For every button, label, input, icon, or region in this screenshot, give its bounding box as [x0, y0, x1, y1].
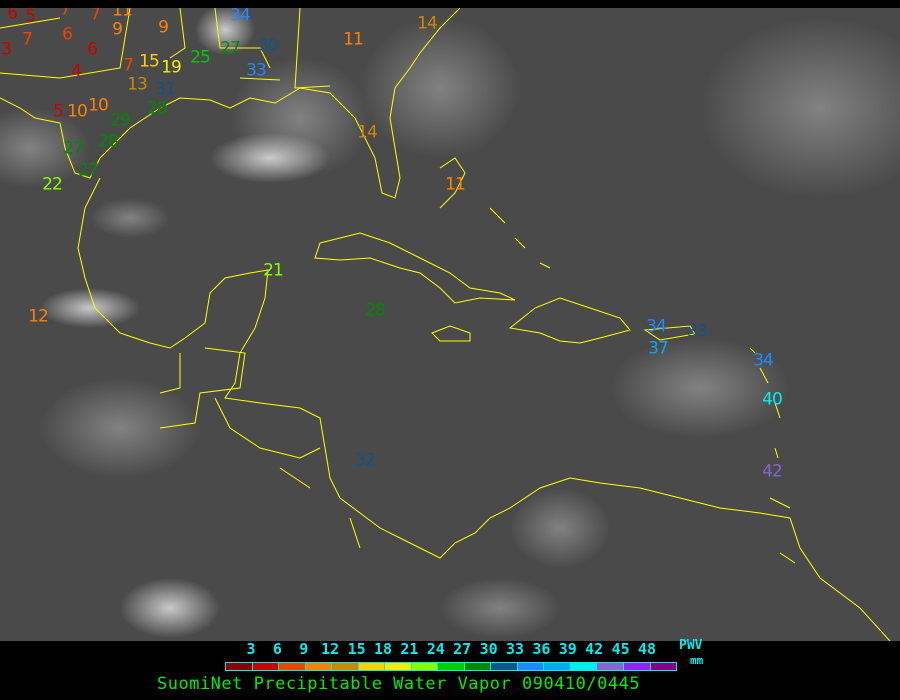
pwv-station-value: 14 [417, 13, 438, 34]
pwv-station-value: 9 [112, 19, 123, 40]
legend-color-bar [225, 662, 677, 671]
pwv-station-value: 4 [71, 61, 82, 82]
pwv-station-value: 28 [365, 300, 386, 321]
pwv-station-value: 7 [60, 8, 71, 20]
pwv-station-value: 28 [98, 131, 119, 152]
legend-unit-mm: mm [690, 654, 704, 667]
pwv-station-value: 31 [155, 79, 176, 100]
pwv-station-value: 5 [53, 101, 64, 122]
legend-tick-label: 45 [611, 640, 630, 658]
pwv-station-value: 6 [7, 8, 18, 24]
legend-tick-label: 9 [299, 640, 309, 658]
legend-color-swatch [544, 663, 571, 670]
pwv-station-value: 12 [28, 306, 49, 327]
pwv-station-value: 10 [88, 95, 109, 116]
pwv-station-value: 29 [110, 110, 131, 131]
legend-tick-label: 24 [426, 640, 445, 658]
pwv-station-value: 7 [90, 8, 101, 25]
pwv-station-value: 33 [246, 60, 267, 81]
pwv-station-value: 13 [127, 74, 148, 95]
pwv-station-value: 32 [355, 450, 376, 471]
legend-tick-label: 48 [637, 640, 657, 658]
legend-color-swatch [411, 663, 439, 670]
pwv-station-value: 11 [445, 174, 466, 195]
pwv-station-value: 5 [25, 8, 36, 27]
legend-tick-label: 36 [532, 640, 551, 658]
pwv-station-value: 3 [1, 39, 12, 60]
legend-color-swatch [570, 663, 598, 670]
legend-color-swatch [491, 663, 518, 670]
legend-tick-label: 21 [400, 640, 419, 658]
satellite-map: 6 5 7 7 11 9 6 3 7 6 4 7 15 19 13 31 5 10 10 28 29 28 27 27 22 25… [0, 8, 900, 641]
legend-color-swatch [279, 663, 306, 670]
pwv-station-value: 7 [123, 55, 134, 76]
legend-tick-label: 27 [453, 640, 472, 658]
legend-color-swatch [597, 663, 624, 670]
legend-color-swatch [226, 663, 253, 670]
legend-color-swatch [332, 663, 359, 670]
pwv-station-value: 33 [687, 321, 708, 342]
pwv-station-value: 22 [42, 174, 63, 195]
map-title: SuomiNet Precipitable Water Vapor 090410… [157, 674, 641, 694]
legend-tick-label: 39 [558, 640, 577, 658]
legend-color-swatch [358, 663, 386, 670]
pwv-station-value: 7 [22, 29, 33, 50]
legend-tick-label: 33 [505, 640, 525, 658]
pwv-station-value: 30 [258, 35, 279, 56]
color-legend: 3 6 9 12 15 18 21 24 27 30 33 36 39 42 45 48 PWV mm Suo… [0, 638, 900, 700]
legend-tick-label: 3 [246, 640, 256, 658]
pwv-station-value: 42 [762, 461, 783, 482]
pwv-station-value: 25 [190, 47, 211, 68]
pwv-station-value: 40 [762, 389, 783, 410]
clouds [0, 8, 900, 638]
legend-tick-label: 18 [373, 640, 393, 658]
pwv-station-value: 19 [161, 57, 182, 78]
legend-unit-pwv: PWV [679, 638, 703, 653]
legend-color-swatch [650, 663, 677, 670]
pwv-station-value: 27 [63, 138, 84, 159]
pwv-station-value: 34 [646, 316, 667, 337]
coastlines [0, 8, 891, 641]
legend-color-swatch [623, 663, 651, 670]
legend-tick-label: 15 [347, 640, 366, 658]
legend-color-swatch [252, 663, 280, 670]
pwv-station-value: 37 [648, 338, 669, 359]
pwv-station-value: 27 [78, 160, 99, 181]
pwv-station-value: 9 [158, 17, 169, 38]
pwv-station-value: 21 [263, 260, 284, 281]
pwv-station-value: 34 [753, 350, 774, 371]
pwv-station-value: 34 [230, 8, 251, 26]
legend-color-swatch [305, 663, 333, 670]
legend-tick-label: 6 [272, 640, 282, 658]
pwv-station-value: 15 [139, 51, 160, 72]
pwv-station-value: 27 [220, 38, 241, 59]
pwv-station-value: 11 [343, 29, 364, 50]
legend-tick-label: 30 [479, 640, 498, 658]
legend-color-swatch [464, 663, 492, 670]
pwv-station-value: 6 [62, 24, 73, 45]
map-background [0, 8, 900, 641]
legend-color-swatch [385, 663, 412, 670]
legend-color-swatch [438, 663, 465, 670]
legend-tick-label: 42 [585, 640, 604, 658]
pwv-station-value: 11 [112, 8, 133, 21]
pwv-station-value: 28 [147, 98, 168, 119]
legend-color-swatch [517, 663, 545, 670]
pwv-station-value: 14 [357, 122, 378, 143]
legend-tick-label: 12 [321, 640, 340, 658]
pwv-station-value: 10 [67, 101, 88, 122]
pwv-station-value: 6 [87, 39, 98, 60]
